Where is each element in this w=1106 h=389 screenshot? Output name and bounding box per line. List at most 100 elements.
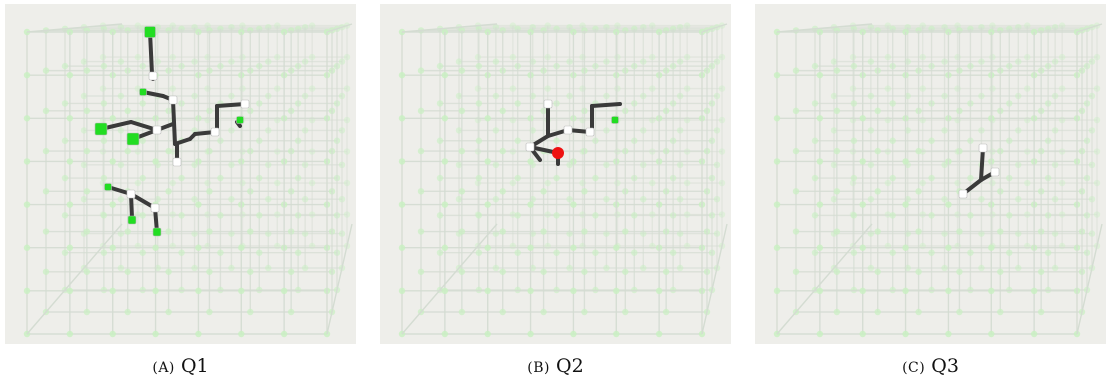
grid-node <box>308 85 316 92</box>
grid-node <box>287 308 295 316</box>
grid-node <box>902 244 909 251</box>
grid-node <box>816 287 824 295</box>
grid-node <box>614 211 621 218</box>
grid-node <box>195 330 202 338</box>
grid-node <box>655 330 663 338</box>
grid-node <box>988 28 995 36</box>
grid-node <box>475 62 483 70</box>
grid-node <box>811 137 819 144</box>
grid-node <box>1093 116 1101 124</box>
grid-node <box>544 211 551 218</box>
caption-label: Q3 <box>931 355 959 377</box>
caption-c: (C) Q3 <box>755 355 1106 377</box>
grid-node <box>23 201 31 208</box>
grid-node <box>23 158 31 165</box>
grid-node <box>849 53 857 61</box>
grid-node <box>988 287 995 295</box>
grid-node <box>833 147 841 155</box>
grid-node <box>343 85 351 92</box>
lattice-graph-c <box>773 22 1103 338</box>
grid-node <box>343 148 351 155</box>
path-edge <box>590 102 622 108</box>
grid-node <box>206 228 213 235</box>
grid-node <box>455 92 463 100</box>
grid-node <box>484 244 491 251</box>
grid-node <box>217 249 224 256</box>
grid-node <box>294 286 302 294</box>
grid-node <box>874 188 881 195</box>
grid-node <box>139 174 146 182</box>
grid-node <box>343 211 351 218</box>
grid-node <box>884 179 892 187</box>
grid-node <box>124 308 131 316</box>
grid-node <box>165 268 172 275</box>
grid-node <box>178 249 185 256</box>
grid-node <box>816 28 824 36</box>
grid-node <box>80 127 88 134</box>
grid-node <box>884 85 892 92</box>
grid-node <box>833 228 841 235</box>
path-node-green <box>127 215 137 225</box>
grid-node <box>239 211 246 218</box>
grid-node <box>919 211 926 218</box>
grid-node <box>967 249 974 256</box>
grid-node <box>280 287 288 295</box>
grid-node <box>178 212 185 219</box>
grid-node <box>592 174 599 182</box>
grid-node <box>928 286 935 294</box>
grid-node <box>475 212 483 219</box>
grid-node <box>152 244 159 251</box>
grid-node <box>455 196 463 203</box>
grid-node <box>436 62 444 70</box>
grid-node <box>109 201 116 208</box>
grid-node <box>640 264 647 272</box>
grid-node <box>997 228 1004 235</box>
grid-node <box>527 28 534 36</box>
grid-node <box>830 196 838 203</box>
grid-node <box>570 201 577 208</box>
grid-line <box>776 23 873 33</box>
grid-node <box>956 308 963 316</box>
grid-node <box>417 107 425 115</box>
grid-node <box>228 196 235 203</box>
grid-node <box>613 28 620 36</box>
grid-node <box>238 244 245 251</box>
path-node-green <box>144 26 156 38</box>
grid-node <box>139 249 146 256</box>
grid-node <box>398 287 406 295</box>
grid-node <box>570 244 577 251</box>
grid-node <box>308 179 316 187</box>
grid-node <box>441 201 449 208</box>
grid-node <box>941 196 948 203</box>
grid-node <box>889 249 896 256</box>
grid-node <box>792 228 800 235</box>
path-node-green <box>611 116 619 124</box>
grid-node <box>915 308 922 316</box>
lattice-grid <box>23 22 353 338</box>
path-node-white <box>585 127 595 137</box>
grid-node <box>1058 53 1066 61</box>
grid-node <box>622 268 629 275</box>
grid-node <box>165 308 172 316</box>
grid-node <box>134 179 142 187</box>
grid-node <box>134 211 142 218</box>
grid-node <box>773 158 781 165</box>
grid-node <box>1093 85 1101 92</box>
grid-node <box>100 212 108 219</box>
grid-node <box>1051 264 1059 272</box>
grid-node <box>109 115 116 122</box>
path-edge <box>148 30 154 76</box>
grid-node <box>773 287 781 295</box>
grid-node <box>117 127 125 134</box>
grid-node <box>527 158 534 165</box>
grid-node <box>475 286 483 294</box>
grid-node <box>436 212 444 219</box>
grid-node <box>859 158 866 165</box>
grid-node <box>475 249 483 256</box>
grid-node <box>484 201 491 208</box>
grid-node <box>945 330 952 338</box>
grid-node <box>514 286 521 294</box>
grid-line <box>776 223 873 335</box>
grid-node <box>152 158 159 165</box>
path-node-white <box>958 189 968 199</box>
